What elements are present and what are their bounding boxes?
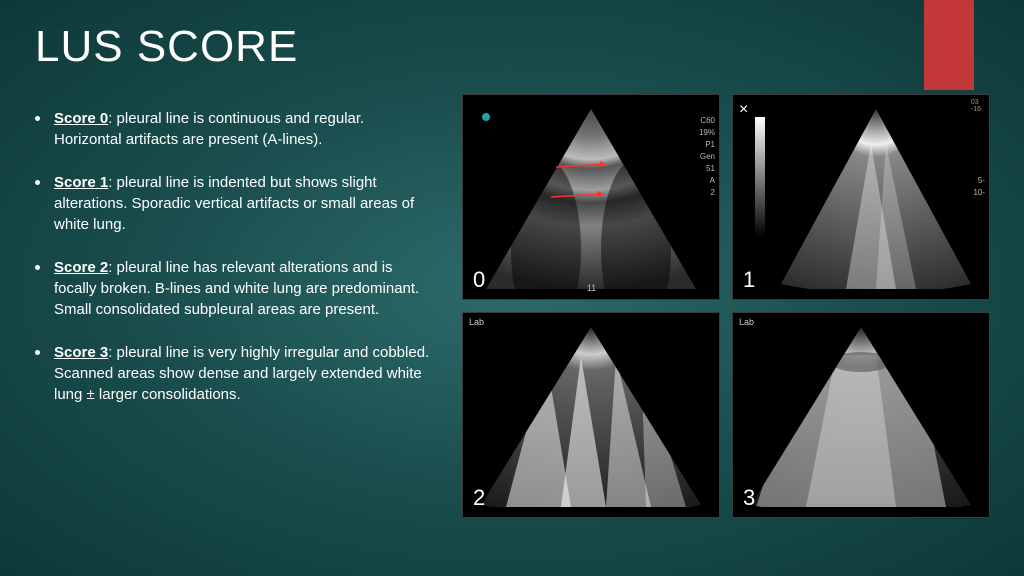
lab-text: Lab <box>739 317 754 327</box>
score-desc: : pleural line is indented but shows sli… <box>54 174 414 233</box>
ultrasound-image-0: C60 19% P1 Gen 51 A 2 11 0 <box>462 94 720 300</box>
side-readout: C60 19% P1 Gen 51 A 2 <box>699 115 715 199</box>
score-text: Score 3: pleural line is very highly irr… <box>54 342 435 405</box>
image-label: 2 <box>473 485 485 511</box>
bullet-icon <box>35 116 40 121</box>
bullet-icon <box>35 265 40 270</box>
ultrasound-fan-icon <box>476 109 706 289</box>
bullet-icon <box>35 180 40 185</box>
image-label: 1 <box>743 267 755 293</box>
score-label: Score 3 <box>54 344 108 361</box>
list-item: Score 1: pleural line is indented but sh… <box>35 172 435 235</box>
score-label: Score 0 <box>54 110 108 127</box>
score-label: Score 2 <box>54 259 108 276</box>
bullet-icon <box>35 350 40 355</box>
list-item: Score 3: pleural line is very highly irr… <box>35 342 435 405</box>
score-text: Score 2: pleural line has relevant alter… <box>54 257 435 320</box>
ultrasound-image-2: Lab 2 <box>462 312 720 518</box>
ultrasound-image-1: × 03 -16 5- 10- 1 <box>732 94 990 300</box>
side-readout: 5- 10- <box>973 175 985 199</box>
ultrasound-fan-icon <box>476 327 706 507</box>
score-label: Score 1 <box>54 174 108 191</box>
gradient-bar-icon <box>755 117 765 237</box>
list-item: Score 0: pleural line is continuous and … <box>35 108 435 150</box>
ultrasound-fan-icon <box>776 109 976 289</box>
ultrasound-image-3: Lab 3 <box>732 312 990 518</box>
x-icon: × <box>739 101 748 119</box>
score-text: Score 0: pleural line is continuous and … <box>54 108 435 150</box>
image-label: 3 <box>743 485 755 511</box>
image-label: 0 <box>473 267 485 293</box>
score-list: Score 0: pleural line is continuous and … <box>35 108 435 427</box>
lab-text: Lab <box>469 317 484 327</box>
score-text: Score 1: pleural line is indented but sh… <box>54 172 435 235</box>
list-item: Score 2: pleural line has relevant alter… <box>35 257 435 320</box>
image-grid: C60 19% P1 Gen 51 A 2 11 0 × 03 -16 <box>462 94 992 518</box>
bottom-readout: 11 <box>587 283 596 293</box>
score-desc: : pleural line is very highly irregular … <box>54 344 429 403</box>
score-desc: : pleural line has relevant alterations … <box>54 259 419 318</box>
page-title: LUS SCORE <box>35 22 298 72</box>
accent-bar <box>924 0 974 90</box>
ultrasound-fan-icon <box>746 327 976 507</box>
